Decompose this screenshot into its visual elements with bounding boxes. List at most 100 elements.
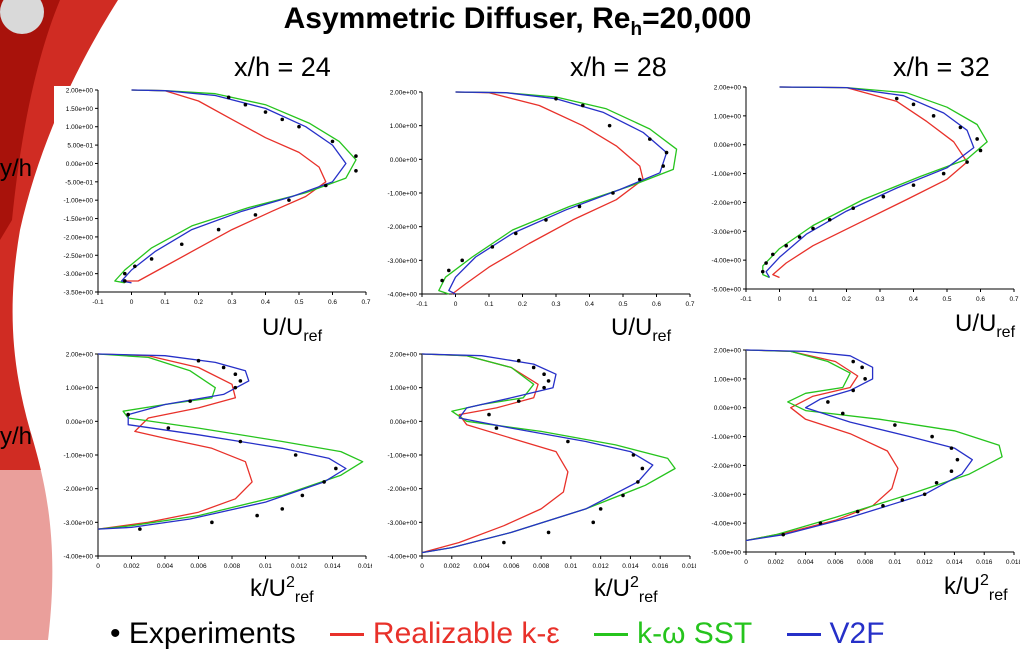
x-tick-label: 0.018 xyxy=(682,563,696,570)
y-tick-label: 5.00e-01 xyxy=(67,143,93,150)
x-tick-label: 0.5 xyxy=(942,296,951,303)
series-line-ke xyxy=(421,353,569,554)
axis-frame xyxy=(421,92,690,295)
x-tick-label: 0.4 xyxy=(261,299,270,306)
y-tick-label: -3.00e+00 xyxy=(388,258,418,265)
x-tick-label: 0.3 xyxy=(875,296,884,303)
experiment-point xyxy=(324,183,328,188)
axis-frame xyxy=(745,350,1014,553)
experiment-point xyxy=(138,527,142,531)
experiment-point xyxy=(280,507,285,511)
chart-panel-u-x32: 2.00e+00 1.00e+00 0.00e+00 -1.00e+00 -2.00e+… xyxy=(702,83,1020,311)
y-tick-label: -4.00e+00 xyxy=(388,554,418,561)
logo-emblem-icon xyxy=(0,0,44,34)
x-axis-label-k-x32: k/U2ref xyxy=(944,572,1008,604)
x-tick-label: 0.004 xyxy=(797,559,814,566)
y-tick-label: -1.00e+00 xyxy=(712,434,742,441)
experiment-point xyxy=(855,509,860,514)
experiment-point xyxy=(893,423,897,427)
series-line-ke xyxy=(745,349,899,542)
x-tick-label: 0.6 xyxy=(652,301,661,308)
y-tick-label: 0.00e+00 xyxy=(714,142,742,149)
series-line-v2f xyxy=(421,353,654,554)
y-tick-label: 1.00e+00 xyxy=(390,385,418,392)
series-line-kw xyxy=(421,353,676,554)
chart-panel-u-x28: 2.00e+00 1.00e+00 0.00e+00 -1.00e+00 -2.00e+… xyxy=(378,88,696,316)
station-label-x28: x/h = 28 xyxy=(570,52,667,82)
series-line-kw xyxy=(438,91,678,295)
experiment-point xyxy=(263,110,268,114)
experiment-point xyxy=(494,426,499,430)
y-tick-label: -3.00e+00 xyxy=(64,520,94,527)
experiment-point xyxy=(243,102,248,107)
x-tick-label: 0.4 xyxy=(909,296,918,303)
x-tick-label: 0.7 xyxy=(1009,296,1018,303)
series-line-kw xyxy=(114,89,357,284)
x-tick-label: 0.016 xyxy=(358,563,372,570)
experiment-point xyxy=(965,160,969,164)
experiment-point xyxy=(440,278,444,283)
experiment-point xyxy=(840,411,845,416)
chart-svg-k-x32: 2.00e+00 1.00e+00 0.00e+00 -1.00e+00 -2.00e+… xyxy=(712,348,1020,567)
experiment-point xyxy=(544,218,548,222)
experiment-point xyxy=(581,103,585,108)
x-tick-label: 0.002 xyxy=(444,563,461,570)
y-tick-label: 0.00e+00 xyxy=(66,419,94,426)
x-tick-label: 0 xyxy=(96,563,100,570)
experiment-point xyxy=(637,177,642,182)
x-tick-label: 0.012 xyxy=(593,563,610,570)
experiment-point xyxy=(166,426,171,430)
y-tick-label: 2.00e+00 xyxy=(390,352,418,359)
chart-svg-u-x28: 2.00e+00 1.00e+00 0.00e+00 -1.00e+00 -2.00e+… xyxy=(388,90,695,309)
legend-swatch-kw xyxy=(594,632,629,636)
x-tick-label: 0.5 xyxy=(294,299,303,306)
experiment-point xyxy=(287,198,291,202)
experiment-point xyxy=(797,235,802,239)
x-tick-label: 0.6 xyxy=(328,299,337,306)
y-tick-label: -4.00e+00 xyxy=(712,258,742,265)
y-tick-label: 2.00e+00 xyxy=(390,90,418,97)
axis-frame xyxy=(745,87,1014,290)
experiment-point xyxy=(636,480,640,484)
x-tick-label: 0.018 xyxy=(1006,559,1020,566)
experiment-point xyxy=(949,469,954,473)
x-tick-label: 0.008 xyxy=(857,559,874,566)
experiment-point xyxy=(354,169,358,173)
y-tick-label: 1.00e+00 xyxy=(66,124,94,131)
x-tick-label: 0.01 xyxy=(565,563,578,570)
x-tick-label: 0.4 xyxy=(585,301,594,308)
experiment-point xyxy=(322,480,326,484)
experiment-point xyxy=(881,504,885,508)
experiment-point xyxy=(546,379,551,383)
y-tick-label: -4.00e+00 xyxy=(64,554,94,561)
x-tick-label: 0.012 xyxy=(291,563,308,570)
experiment-point xyxy=(460,258,464,263)
x-tick-label: 0 xyxy=(744,559,748,566)
experiment-point xyxy=(900,498,905,502)
experiment-point xyxy=(640,466,645,471)
y-tick-label: -1.00e+00 xyxy=(712,171,742,178)
x-axis-label-u-x32: U/Uref xyxy=(955,310,1016,341)
experiment-point xyxy=(280,117,285,122)
y-tick-label: 0.00e+00 xyxy=(714,405,742,412)
x-axis-label-u-x24: U/Uref xyxy=(262,314,323,345)
x-tick-label: 0.014 xyxy=(622,563,639,570)
y-tick-label: -2.00e+00 xyxy=(64,486,94,493)
experiment-point xyxy=(894,96,899,101)
station-label-x24: x/h = 24 xyxy=(234,52,331,82)
x-tick-label: 0.01 xyxy=(889,559,902,566)
y-tick-label: -1.00e+00 xyxy=(388,191,418,198)
experiment-point xyxy=(330,139,335,144)
experiment-point xyxy=(123,271,127,276)
experiment-point xyxy=(827,217,832,222)
experiment-point xyxy=(664,150,669,155)
experiment-point xyxy=(255,513,259,518)
y-tick-label: 2.00e+00 xyxy=(714,85,742,92)
series-line-v2f xyxy=(97,353,347,530)
x-tick-label: 0.3 xyxy=(227,299,236,306)
x-axis-label-k-x24: k/U2ref xyxy=(250,574,314,606)
y-tick-label: -2.00e+00 xyxy=(64,234,94,241)
y-tick-label: -5.00e+00 xyxy=(712,287,742,294)
experiment-point xyxy=(591,520,596,525)
experiment-point xyxy=(851,388,855,393)
